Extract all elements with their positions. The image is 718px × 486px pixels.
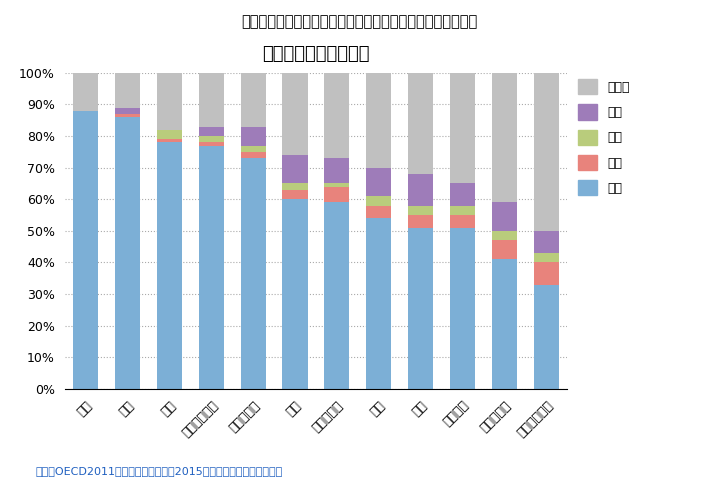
Bar: [325, 187, 350, 202]
Bar: [282, 199, 307, 389]
Bar: [157, 139, 182, 142]
Bar: [199, 145, 224, 389]
Bar: [450, 73, 475, 183]
Bar: [366, 218, 391, 389]
Bar: [533, 284, 559, 389]
Bar: [282, 190, 307, 199]
Bar: [157, 130, 182, 139]
Bar: [408, 73, 433, 174]
Bar: [325, 183, 350, 187]
Bar: [325, 202, 350, 389]
Bar: [241, 145, 266, 152]
Bar: [492, 241, 517, 260]
Bar: [241, 126, 266, 145]
Bar: [157, 73, 182, 130]
Bar: [533, 262, 559, 284]
Bar: [73, 73, 98, 111]
Bar: [282, 73, 307, 155]
Bar: [366, 73, 391, 168]
Bar: [533, 73, 559, 231]
Bar: [492, 260, 517, 389]
Bar: [533, 231, 559, 253]
Bar: [408, 206, 433, 215]
Bar: [325, 158, 350, 183]
Bar: [241, 158, 266, 389]
Bar: [450, 206, 475, 215]
Bar: [115, 73, 140, 107]
Bar: [492, 231, 517, 240]
Bar: [199, 136, 224, 142]
Bar: [450, 215, 475, 227]
Bar: [157, 142, 182, 389]
Legend: その他, 中国, 日本, 米国, 自国: その他, 中国, 日本, 米国, 自国: [579, 79, 630, 195]
Bar: [241, 152, 266, 158]
Bar: [325, 73, 350, 158]
Bar: [408, 215, 433, 227]
Bar: [73, 111, 98, 389]
Bar: [282, 155, 307, 183]
Bar: [533, 253, 559, 262]
Bar: [115, 107, 140, 114]
Bar: [492, 73, 517, 202]
Bar: [408, 227, 433, 389]
Text: 出所：OECD2011年国際産業連関表（2015年公表）より大和総研試算: 出所：OECD2011年国際産業連関表（2015年公表）より大和総研試算: [36, 466, 283, 476]
Bar: [199, 73, 224, 126]
Bar: [492, 202, 517, 231]
Bar: [199, 142, 224, 145]
Bar: [450, 227, 475, 389]
Bar: [115, 114, 140, 117]
Bar: [408, 174, 433, 206]
Bar: [241, 73, 266, 126]
Bar: [366, 196, 391, 206]
Bar: [282, 183, 307, 190]
Bar: [450, 183, 475, 206]
Title: 国内外最終需要依存度: 国内外最終需要依存度: [262, 45, 370, 63]
Bar: [199, 126, 224, 136]
Bar: [115, 117, 140, 389]
Bar: [366, 206, 391, 218]
Bar: [366, 168, 391, 196]
Text: 図表１：　各国・地域経済生産額の、国内外最終需要依存度: 図表１： 各国・地域経済生産額の、国内外最終需要依存度: [241, 15, 477, 30]
